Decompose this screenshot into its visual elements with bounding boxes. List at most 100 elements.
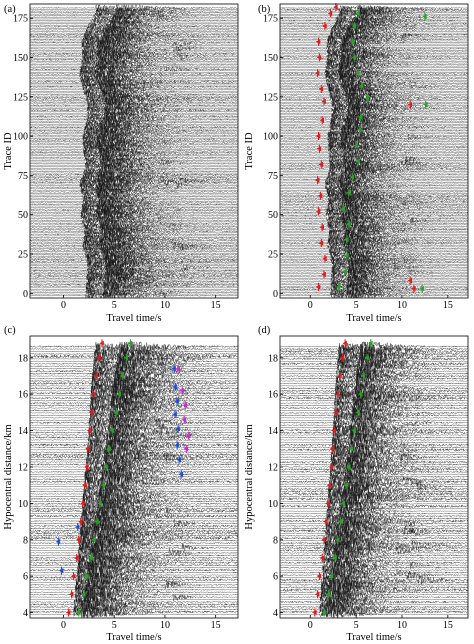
x-axis-label-c: Travel time/s	[106, 632, 161, 643]
y-tick-label: 8	[273, 535, 278, 546]
y-tick-label: 18	[18, 353, 28, 364]
y-tick-label: 50	[18, 210, 28, 221]
seismic-trace	[280, 575, 468, 584]
seismic-trace	[30, 578, 238, 587]
y-tick-label: 25	[268, 249, 278, 260]
seismic-trace	[280, 484, 468, 493]
seismic-trace	[280, 212, 468, 218]
seismic-trace	[280, 506, 468, 515]
seismic-trace	[30, 506, 238, 515]
y-tick-label: 150	[263, 53, 278, 64]
seismic-trace	[280, 359, 468, 368]
y-axis-label-d: Hypocentral distance/km	[244, 424, 255, 529]
x-tick-label: 10	[160, 300, 170, 311]
x-tick-label: 5	[112, 300, 117, 311]
seismic-trace	[280, 178, 468, 184]
y-tick-label: 14	[18, 426, 28, 437]
y-tick-label: 4	[23, 608, 28, 619]
seismic-trace	[280, 164, 468, 170]
y-tick-label: 125	[13, 92, 28, 103]
seismic-trace	[30, 128, 238, 134]
y-tick-label: 14	[268, 426, 278, 437]
seismic-trace	[280, 236, 468, 242]
seismic-trace	[280, 214, 468, 220]
x-tick-label: 15	[443, 300, 453, 311]
y-tick-label: 16	[268, 390, 278, 401]
seismic-trace	[280, 570, 468, 579]
seismic-trace	[280, 600, 468, 609]
y-tick-label: 18	[268, 353, 278, 364]
seismic-trace	[30, 519, 238, 528]
seismic-trace	[280, 77, 468, 83]
y-tick-label: 100	[263, 132, 278, 143]
seismic-trace	[280, 30, 468, 36]
x-axis-label-a: Travel time/s	[106, 313, 161, 324]
seismic-trace	[30, 413, 238, 422]
x-tick-label: 0	[308, 620, 313, 631]
seismic-trace	[280, 396, 468, 405]
x-tick-label: 10	[397, 300, 407, 311]
y-tick-label: 10	[18, 499, 28, 510]
seismic-trace	[30, 460, 238, 469]
seismic-trace	[280, 509, 468, 518]
y-tick-label: 75	[18, 171, 28, 182]
seismic-trace	[280, 448, 468, 457]
seismic-trace	[280, 563, 468, 572]
y-tick-label: 50	[268, 210, 278, 221]
seismic-trace	[280, 452, 468, 461]
x-tick-label: 5	[354, 620, 359, 631]
seismic-trace	[280, 183, 468, 189]
seismic-trace	[280, 546, 468, 555]
x-axis-label-d: Travel time/s	[346, 632, 401, 643]
x-tick-label: 5	[354, 300, 359, 311]
seismic-trace	[280, 472, 468, 481]
y-tick-label: 125	[263, 92, 278, 103]
seismic-trace	[30, 546, 238, 555]
seismic-trace	[30, 541, 238, 550]
panel-label-b: (b)	[258, 4, 271, 15]
x-tick-label: 0	[61, 300, 66, 311]
seismic-trace	[30, 585, 238, 594]
y-tick-label: 8	[23, 535, 28, 546]
x-tick-label: 10	[160, 620, 170, 631]
panel-label-c: (c)	[4, 325, 16, 336]
y-tick-label: 12	[18, 462, 28, 473]
traces-a	[30, 5, 238, 299]
y-tick-label: 6	[273, 572, 278, 583]
x-tick-label: 0	[308, 300, 313, 311]
seismic-trace	[280, 556, 468, 565]
x-axis-label-b: Travel time/s	[346, 313, 401, 324]
y-tick-label: 10	[268, 499, 278, 510]
traces-d	[280, 342, 468, 619]
y-tick-label: 0	[273, 289, 278, 300]
seismic-trace	[280, 76, 468, 82]
seismic-trace	[280, 131, 468, 137]
x-tick-label: 15	[443, 620, 453, 631]
y-tick-label: 100	[13, 132, 28, 143]
seismic-trace	[30, 228, 238, 234]
x-tick-label: 15	[211, 300, 221, 311]
y-tick-label: 0	[23, 289, 28, 300]
x-tick-label: 0	[61, 620, 66, 631]
y-tick-label: 25	[18, 249, 28, 260]
seismic-trace	[30, 205, 238, 211]
x-tick-label: 15	[211, 620, 221, 631]
seismic-trace	[280, 73, 468, 79]
seismic-trace	[280, 534, 468, 543]
seismic-trace	[280, 82, 468, 88]
x-tick-label: 5	[112, 620, 117, 631]
y-tick-label: 175	[13, 14, 28, 25]
y-axis-label-b: Trace ID	[244, 132, 255, 170]
seismic-trace	[30, 425, 238, 434]
seismic-trace	[280, 124, 468, 130]
traces-b	[280, 5, 468, 299]
y-axis-label-a: Trace ID	[3, 132, 14, 170]
seismic-trace	[280, 578, 468, 587]
y-tick-label: 175	[263, 14, 278, 25]
y-tick-label: 75	[268, 171, 278, 182]
